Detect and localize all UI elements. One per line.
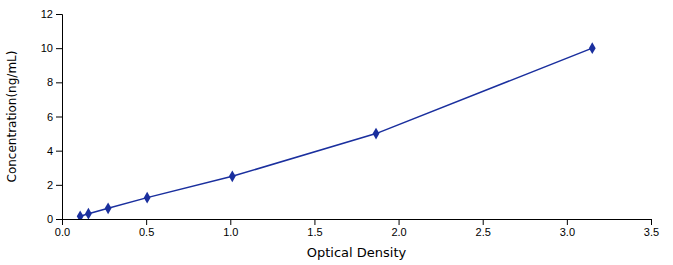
tick-mark — [651, 219, 652, 225]
tick-mark — [567, 219, 568, 225]
x-axis: 0.0 0.5 1.0 1.5 2.0 2.5 3.0 3.5 — [55, 219, 659, 238]
point — [77, 210, 84, 219]
tick-mark — [230, 219, 231, 225]
tick-label: 0.0 — [55, 226, 70, 238]
line — [80, 48, 592, 216]
tick-mark — [483, 219, 484, 225]
tick: 6 — [47, 111, 62, 123]
tick-label: 12 — [41, 8, 53, 20]
plot: 0.0 0.5 1.0 1.5 2.0 2.5 3.0 3.5 0 2 4 6 8 10 12 — [41, 8, 659, 238]
x-axis-title: Optical Density — [307, 245, 407, 260]
axis-line — [63, 220, 652, 226]
tick-label: 2.5 — [476, 226, 491, 238]
tick: 3.0 — [560, 219, 575, 238]
point — [229, 170, 236, 182]
tick: 4 — [47, 145, 62, 157]
point — [105, 202, 112, 214]
tick-label: 10 — [41, 42, 53, 54]
tick-label: 8 — [47, 76, 53, 88]
axis-line — [56, 15, 63, 220]
tick-mark — [314, 219, 315, 225]
tick-mark — [56, 48, 62, 49]
tick-label: 1.5 — [307, 226, 322, 238]
tick: 3.5 — [644, 219, 659, 238]
tick-label: 1.0 — [223, 226, 238, 238]
tick: 2.0 — [391, 219, 406, 238]
tick: 1.0 — [223, 219, 238, 238]
series — [77, 42, 596, 219]
tick-mark — [56, 117, 62, 118]
y-axis: 0 2 4 6 8 10 12 — [41, 8, 63, 225]
tick: 2 — [47, 179, 62, 191]
tick-label: 0 — [47, 213, 53, 225]
tick-label: 2.0 — [391, 226, 406, 238]
tick-mark — [56, 151, 62, 152]
tick-mark — [56, 219, 62, 220]
tick-label: 3.0 — [560, 226, 575, 238]
tick-mark — [399, 219, 400, 225]
tick-mark — [56, 14, 62, 15]
tick: 0 — [47, 213, 62, 225]
tick-label: 3.5 — [644, 226, 659, 238]
tick-mark — [56, 185, 62, 186]
point — [144, 192, 151, 204]
point — [85, 208, 92, 219]
tick: 12 — [41, 8, 62, 20]
chart: 0.0 0.5 1.0 1.5 2.0 2.5 3.0 3.5 0 2 4 6 8 10 12 Optical… — [0, 0, 673, 265]
tick: 2.5 — [476, 219, 491, 238]
tick-mark — [56, 82, 62, 83]
tick-label: 2 — [47, 179, 53, 191]
tick: 1.5 — [307, 219, 322, 238]
tick-label: 6 — [47, 111, 53, 123]
tick-label: 4 — [47, 145, 53, 157]
point — [373, 128, 380, 140]
tick: 10 — [41, 42, 62, 54]
tick-label: 0.5 — [139, 226, 154, 238]
tick: 0.5 — [139, 219, 154, 238]
tick-mark — [146, 219, 147, 225]
y-axis-title: Concentration(ng/mL) — [5, 51, 19, 183]
tick: 8 — [47, 76, 62, 88]
tick: 0.0 — [55, 219, 70, 238]
point — [589, 42, 596, 54]
